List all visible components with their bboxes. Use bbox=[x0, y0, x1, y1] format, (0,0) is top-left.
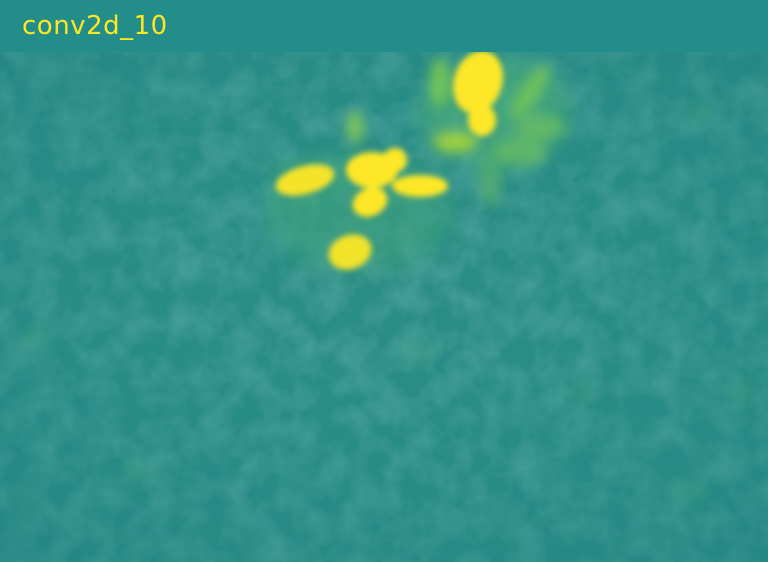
title-bar: conv2d_10 bbox=[0, 0, 768, 52]
activation-heatmap bbox=[0, 52, 768, 562]
texture-speckles bbox=[21, 100, 758, 504]
heatmap-vignette bbox=[0, 52, 768, 562]
mid-activations bbox=[347, 57, 565, 206]
high-activations bbox=[275, 52, 503, 270]
layer-title: conv2d_10 bbox=[22, 11, 168, 41]
